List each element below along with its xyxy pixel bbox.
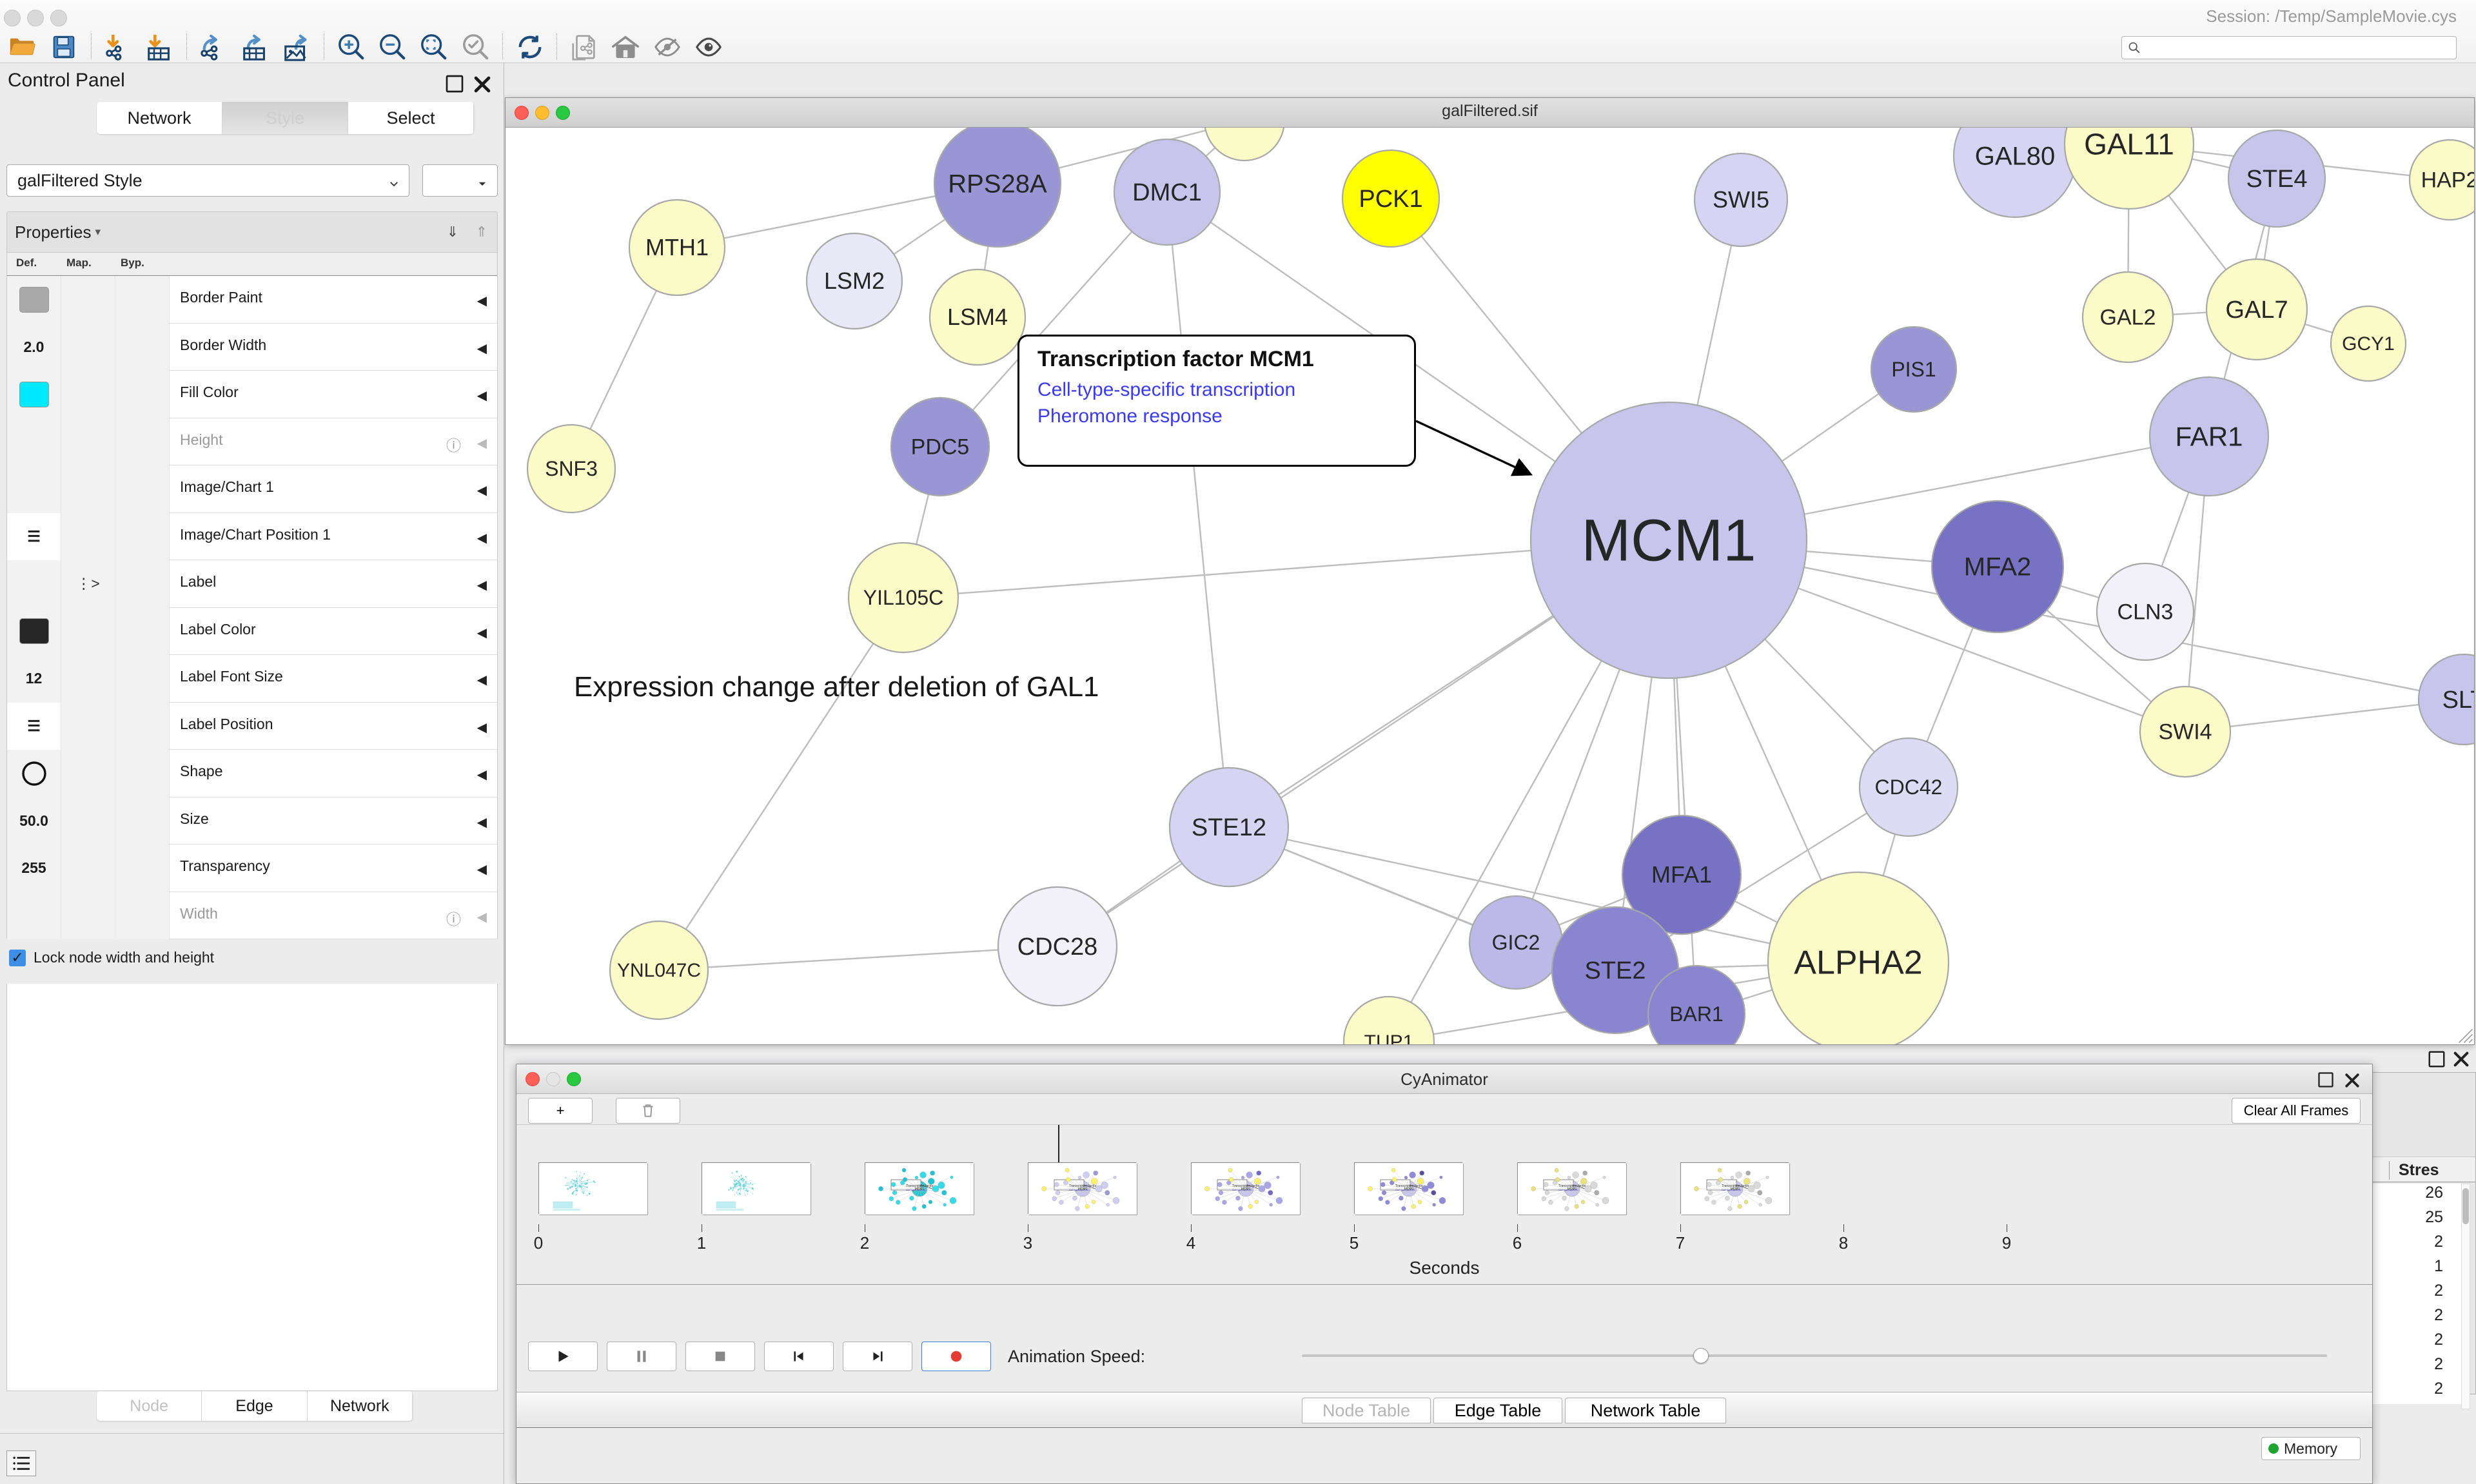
svg-text:SLT: SLT xyxy=(2442,687,2474,714)
svg-text:CDC28: CDC28 xyxy=(1017,933,1098,961)
svg-text:SWI5: SWI5 xyxy=(1713,186,1769,213)
svg-text:MCM1: MCM1 xyxy=(1582,507,1756,573)
svg-text:MCM1: MCM1 xyxy=(1404,1187,1414,1191)
svg-text:PCK1: PCK1 xyxy=(1359,186,1422,213)
svg-text:YNL047C: YNL047C xyxy=(617,960,701,981)
svg-text:GCY1: GCY1 xyxy=(2342,333,2395,355)
svg-text:GAL2: GAL2 xyxy=(2100,306,2156,330)
svg-text:MCM1: MCM1 xyxy=(1731,1187,1740,1191)
svg-text:TUP1: TUP1 xyxy=(1364,1031,1414,1044)
svg-text:MTH1: MTH1 xyxy=(645,234,709,260)
svg-text:DMC1: DMC1 xyxy=(1132,179,1202,206)
svg-text:PDC5: PDC5 xyxy=(911,435,970,460)
svg-text:MFA1: MFA1 xyxy=(1651,861,1712,888)
svg-text:STE2: STE2 xyxy=(1584,957,1646,984)
svg-text:CLN3: CLN3 xyxy=(2117,600,2174,625)
svg-text:PIS1: PIS1 xyxy=(1891,358,1936,381)
svg-text:STE12: STE12 xyxy=(1192,814,1266,841)
svg-text:BAR1: BAR1 xyxy=(1669,1002,1724,1026)
svg-text:YIL105C: YIL105C xyxy=(863,586,944,609)
svg-text:SNF3: SNF3 xyxy=(545,457,598,480)
svg-text:CDC42: CDC42 xyxy=(1875,776,1943,799)
svg-text:HAP2: HAP2 xyxy=(2421,168,2474,193)
svg-text:MCM1: MCM1 xyxy=(915,1187,925,1191)
svg-text:GAL80: GAL80 xyxy=(1975,142,2056,171)
svg-text:SWI4: SWI4 xyxy=(2158,720,2212,745)
svg-text:MCM1: MCM1 xyxy=(1241,1187,1251,1191)
svg-text:GAL7: GAL7 xyxy=(2225,297,2288,324)
svg-text:DCP1: DCP1 xyxy=(1219,128,1270,132)
svg-text:ALPHA2: ALPHA2 xyxy=(1794,944,1922,982)
svg-text:STE4: STE4 xyxy=(2246,166,2307,193)
svg-text:MCM1: MCM1 xyxy=(1567,1187,1577,1191)
svg-text:LSM4: LSM4 xyxy=(947,304,1008,330)
svg-text:GAL11: GAL11 xyxy=(2084,128,2174,161)
svg-text:MCM1: MCM1 xyxy=(1078,1187,1088,1191)
svg-text:RPS28A: RPS28A xyxy=(948,170,1047,199)
svg-text:MFA2: MFA2 xyxy=(1964,553,2031,581)
svg-text:GIC2: GIC2 xyxy=(1492,931,1540,954)
svg-text:LSM2: LSM2 xyxy=(824,268,885,294)
svg-text:FAR1: FAR1 xyxy=(2175,421,2243,451)
